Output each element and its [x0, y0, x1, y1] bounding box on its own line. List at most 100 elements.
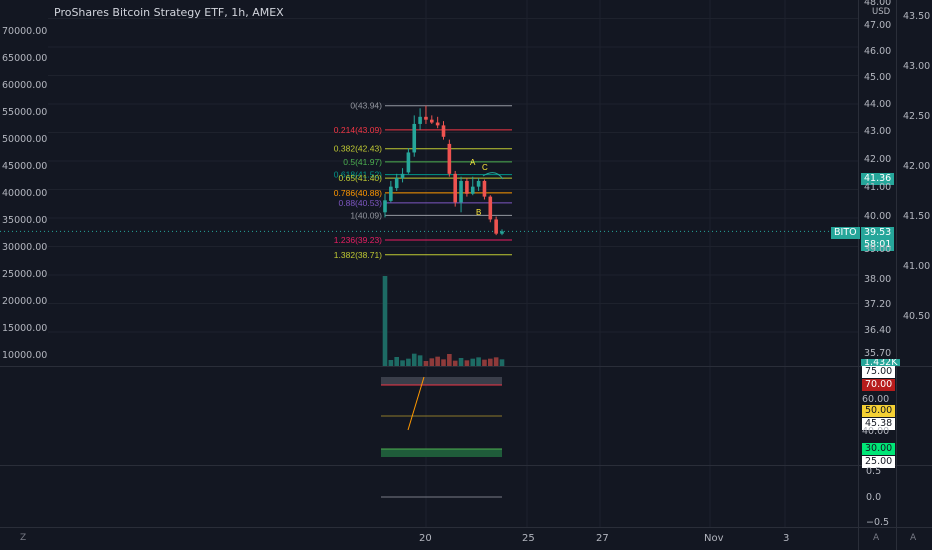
- price-scale-label: 43.00: [864, 126, 892, 137]
- price-scale-label: 41.00: [864, 182, 892, 193]
- fib-level-label: 0.5(41.97): [343, 157, 382, 167]
- left-scale-label: 35000.00: [2, 215, 48, 226]
- volume-bar: [452, 360, 458, 366]
- candle-body: [394, 178, 399, 189]
- volume-bar: [423, 361, 429, 366]
- right-scale-border: [896, 0, 897, 550]
- left-scale-label: 45000.00: [2, 161, 48, 172]
- price-scale-label: 48.00: [864, 0, 892, 8]
- candle-body: [441, 125, 446, 137]
- rsi-band-top: [381, 377, 502, 385]
- oscillator-scale-label: 0.0: [866, 492, 882, 503]
- price-scale-label: 42.00: [864, 154, 892, 165]
- volume-bar: [388, 360, 394, 366]
- bito-price: 39.53: [864, 227, 892, 238]
- volume-bar: [488, 358, 493, 366]
- volume-bars: [382, 276, 505, 366]
- time-scale-label: 25: [522, 533, 535, 544]
- fib-level-label: 1.236(39.23): [334, 235, 382, 245]
- volume-bar: [411, 353, 417, 366]
- auto-scale-button[interactable]: A: [873, 533, 880, 543]
- fib-level-label: 0.382(42.43): [334, 144, 382, 154]
- fib-level-label: 0(43.94): [350, 101, 382, 111]
- timezone-button[interactable]: Z: [20, 533, 27, 543]
- bar-countdown: 58:01: [864, 239, 892, 250]
- fib-level-label: 0.786(40.88): [334, 188, 382, 198]
- symbol-tag[interactable]: BITO: [831, 227, 860, 239]
- left-scale-label: 30000.00: [2, 242, 48, 253]
- grid-lines: [0, 0, 858, 527]
- fib-level-label: 1(40.09): [350, 210, 382, 220]
- pane-separator-2[interactable]: [0, 465, 932, 466]
- candle-body: [435, 122, 440, 126]
- volume-bar: [447, 354, 452, 366]
- chart-overlays: A B C: [381, 158, 504, 498]
- candle-body: [383, 200, 387, 213]
- candle-body: [400, 173, 405, 179]
- candle-body: [494, 219, 498, 234]
- candlestick-series: [383, 105, 504, 236]
- rsi-scale-label: 30.00: [862, 443, 896, 455]
- auto-scale-right-button[interactable]: A: [910, 533, 917, 543]
- volume-bar: [441, 359, 446, 366]
- fibonacci-retracement[interactable]: 0(43.94) 0.214(43.09) 0.382(42.43) 0.5(41.9…: [334, 101, 512, 260]
- right-scale-label: 40.50: [903, 311, 931, 322]
- left-scale-label: 50000.00: [2, 134, 48, 145]
- volume-bar: [429, 358, 435, 366]
- currency-label: USD: [872, 7, 891, 17]
- candle-body: [488, 196, 493, 220]
- price-scale-label: 35.70: [864, 348, 892, 359]
- price-scale-label: 44.00: [864, 99, 892, 110]
- candle-body: [482, 180, 487, 197]
- candle-body: [418, 116, 422, 124]
- wave-label-b: B: [476, 208, 481, 217]
- volume-bar: [464, 360, 470, 366]
- rsi-scale-label: 45.38: [862, 418, 896, 430]
- fib-level-label: 0.65(41.40): [339, 173, 383, 183]
- last-price-badge: 41.36: [861, 173, 895, 185]
- right-scale-label: 41.00: [903, 261, 931, 272]
- pane-separator-1[interactable]: [0, 366, 932, 367]
- volume-badge: 1.432K: [861, 359, 901, 366]
- rsi-band-bottom: [381, 449, 502, 457]
- candle-body: [430, 119, 434, 123]
- volume-bar: [382, 276, 388, 366]
- candle-body: [476, 180, 481, 187]
- bito-price-badge: 39.53 58:01: [861, 227, 895, 251]
- price-scale-label: 45.00: [864, 72, 892, 83]
- time-scale-label: 3: [783, 533, 790, 544]
- price-scale-label: 36.40: [864, 325, 892, 336]
- candle-body: [424, 116, 428, 120]
- fib-level-label: 0.618(41.52): [334, 170, 382, 180]
- volume-bar: [394, 357, 399, 366]
- right-scale-label: 43.00: [903, 61, 931, 72]
- fib-level-label: 0.88(40.53): [339, 198, 383, 208]
- rsi-scale-label: 70.00: [862, 379, 896, 391]
- right-scale-label: 42.00: [903, 161, 931, 172]
- volume-bar: [470, 358, 476, 366]
- rsi-scale-label: 25.00: [862, 456, 896, 468]
- price-scale-label: 39.00: [864, 244, 892, 255]
- left-scale-label: 40000.00: [2, 188, 48, 199]
- time-scale-label: 27: [596, 533, 609, 544]
- price-scale-border: [858, 0, 859, 550]
- price-scale-label: 38.00: [864, 274, 892, 285]
- price-scale-label: 40.00: [864, 211, 892, 222]
- left-scale-label: 60000.00: [2, 80, 48, 91]
- left-scale-label: 20000.00: [2, 296, 48, 307]
- right-scale-label: 42.50: [903, 111, 931, 122]
- rsi-scale-label: 60.00: [862, 394, 890, 405]
- volume-bar: [499, 359, 505, 366]
- fib-level-label: 1.382(38.71): [334, 250, 382, 260]
- candle-body: [453, 173, 457, 203]
- candle-body: [465, 180, 469, 194]
- rsi-curve: [407, 376, 425, 431]
- left-scale-label: 65000.00: [2, 53, 48, 64]
- left-scale-label: 10000.00: [2, 350, 48, 361]
- candle-body: [470, 186, 475, 194]
- time-axis-separator: [0, 527, 932, 528]
- volume-bar: [458, 358, 464, 366]
- left-scale-label: 55000.00: [2, 107, 48, 118]
- candle-body: [459, 180, 463, 203]
